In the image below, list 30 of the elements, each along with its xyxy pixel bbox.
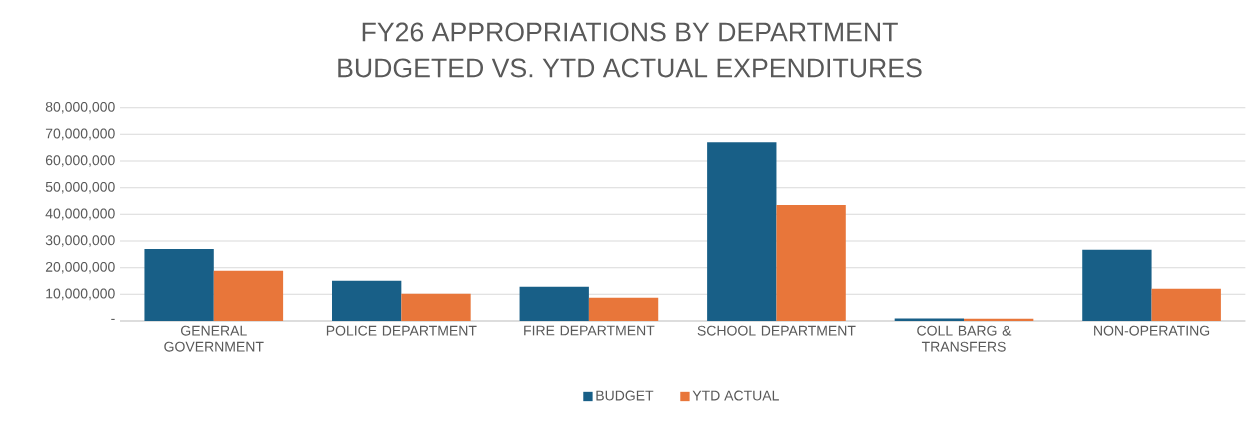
y-tick-label: 20,000,000 (45, 261, 115, 274)
y-tick-label: 70,000,000 (45, 128, 115, 141)
bar (588, 297, 659, 321)
y-tick-label: 10,000,000 (46, 288, 115, 301)
bar (776, 205, 846, 321)
bar (332, 280, 402, 321)
x-tick-label: SCHOOL DEPARTMENT (697, 325, 856, 336)
x-tick-label: COLL BARG & TRANSFERS (917, 325, 1012, 352)
bar (707, 142, 777, 321)
chart-title: FY26 APPROPRIATIONS BY DEPARTMENT (362, 22, 898, 42)
y-tick-label: 80,000,000 (45, 101, 115, 114)
y-tick-label: 50,000,000 (45, 181, 115, 194)
x-tick-label: GENERAL GOVERNMENT (164, 325, 264, 352)
y-tick-label: - (111, 318, 115, 320)
legend-label: YTD ACTUAL (692, 390, 779, 401)
legend-label: BUDGET (596, 390, 654, 401)
x-tick-label: POLICE DEPARTMENT (326, 325, 477, 336)
chart-subtitle: BUDGETED VS. YTD ACTUAL EXPENDITURES (338, 58, 922, 78)
y-tick-label: 30,000,000 (45, 235, 115, 247)
bar (144, 249, 214, 321)
bar (213, 270, 284, 321)
bar (964, 318, 1034, 321)
bar (1151, 288, 1221, 321)
x-tick-label: FIRE DEPARTMENT (524, 325, 655, 336)
y-tick-label: 60,000,000 (45, 155, 115, 167)
bar (1082, 249, 1152, 321)
x-tick-label: NON-OPERATING (1094, 325, 1210, 336)
bar (401, 293, 471, 321)
bar (519, 286, 589, 321)
y-tick-label: 40,000,000 (45, 208, 115, 221)
